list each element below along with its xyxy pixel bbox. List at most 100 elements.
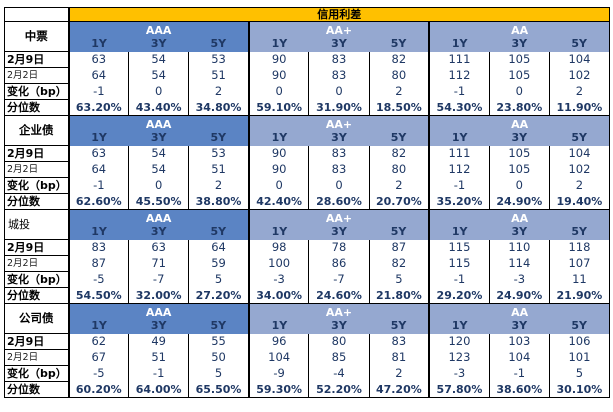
value-cell: 82 [368,145,430,162]
percentile-cell: 21.90% [548,287,610,304]
value-cell: 0 [488,177,550,194]
percentile-cell: 42.40% [247,193,309,210]
value-cell: 55 [188,333,249,350]
value-cell: 120 [428,333,490,350]
section-label: 中票 [4,21,70,52]
value-cell: 85 [308,349,370,366]
value-cell: 118 [548,239,610,256]
percentile-cell: 59.10% [247,99,309,116]
value-cell: 112 [428,161,490,178]
percentile-cell: 23.80% [488,99,550,116]
tenor-header: 5Y [549,318,610,334]
value-cell: 90 [247,161,309,178]
value-cell: 102 [548,161,610,178]
value-cell: 53 [188,51,249,68]
value-cell: 90 [247,51,309,68]
value-cell: 115 [428,255,490,272]
percentile-cell: 18.50% [368,99,430,116]
row-label: 2月2日 [4,161,70,178]
value-cell: 82 [368,255,430,272]
tenor-header: 1Y [428,130,490,146]
percentile-cell: 34.00% [247,287,309,304]
value-cell: -4 [308,365,370,382]
percentile-cell: 19.40% [548,193,610,210]
rating-header: AA+ [247,303,430,319]
value-cell: 114 [488,255,550,272]
rating-header: AA [428,21,610,37]
value-cell: 112 [428,67,490,84]
row-label: 2月9日 [4,145,70,162]
value-cell: 5 [188,365,249,382]
percentile-cell: 38.60% [488,381,550,398]
row-label: 2月2日 [4,67,70,84]
rating-header: AAA [67,21,249,37]
value-cell: 104 [548,51,610,68]
percentile-cell: 65.50% [188,381,249,398]
value-cell: 83 [308,145,370,162]
value-cell: 110 [488,239,550,256]
rating-header: AAA [67,115,249,131]
tenor-header: 1Y [428,36,490,52]
rating-header: AA+ [247,21,430,37]
tenor-header: 3Y [308,224,370,240]
value-cell: 83 [67,239,129,256]
tenor-header: 1Y [247,130,309,146]
tenor-header: 3Y [128,224,189,240]
tenor-header: 3Y [489,130,550,146]
value-cell: 63 [67,145,129,162]
tenor-header: 3Y [308,130,370,146]
value-cell: 80 [368,67,430,84]
tenor-header: 1Y [67,36,129,52]
value-cell: 64 [67,67,129,84]
value-cell: -7 [308,271,370,288]
value-cell: 2 [368,83,430,100]
value-cell: -3 [488,271,550,288]
tenor-header: 1Y [67,130,129,146]
tenor-header: 1Y [247,318,309,334]
tenor-header: 5Y [369,36,430,52]
row-label: 变化（bp） [4,365,70,382]
table-title: 信用利差 [68,7,610,22]
tenor-header: 1Y [67,318,129,334]
percentile-cell: 57.80% [428,381,490,398]
section-label: 公司债 [4,303,70,334]
percentile-cell: 34.80% [188,99,249,116]
tenor-header: 1Y [247,224,309,240]
row-label: 2月2日 [4,255,70,272]
value-cell: 80 [308,333,370,350]
percentile-cell: 21.80% [368,287,430,304]
value-cell: 54 [128,161,189,178]
value-cell: 0 [488,83,550,100]
value-cell: 106 [548,333,610,350]
row-label: 分位数 [4,287,70,304]
rating-header: AA [428,115,610,131]
value-cell: -1 [67,83,129,100]
percentile-cell: 45.50% [128,193,189,210]
rating-header: AAA [67,303,249,319]
value-cell: 80 [368,161,430,178]
row-label: 2月9日 [4,239,70,256]
value-cell: 2 [368,365,430,382]
tenor-header: 3Y [308,36,370,52]
value-cell: 100 [247,255,309,272]
value-cell: 2 [188,177,249,194]
tenor-header: 1Y [428,224,490,240]
value-cell: 104 [548,145,610,162]
value-cell: -9 [247,365,309,382]
value-cell: 2 [548,83,610,100]
value-cell: 104 [247,349,309,366]
value-cell: 103 [488,333,550,350]
credit-spread-table: 信用利差 中票 AAA AA+ AA 1Y 3Y 5Y 1Y 3Y 5Y 1Y 3Y 5Y 2月9日 63 54… [4,7,610,398]
value-cell: 54 [128,51,189,68]
value-cell: 83 [308,161,370,178]
percentile-cell: 20.70% [368,193,430,210]
tenor-header: 3Y [128,36,189,52]
percentile-cell: 29.20% [428,287,490,304]
percentile-cell: 59.30% [247,381,309,398]
tenor-header: 5Y [549,36,610,52]
value-cell: 0 [128,177,189,194]
tenor-header: 3Y [308,318,370,334]
tenor-header: 1Y [67,224,129,240]
percentile-cell: 24.90% [488,287,550,304]
